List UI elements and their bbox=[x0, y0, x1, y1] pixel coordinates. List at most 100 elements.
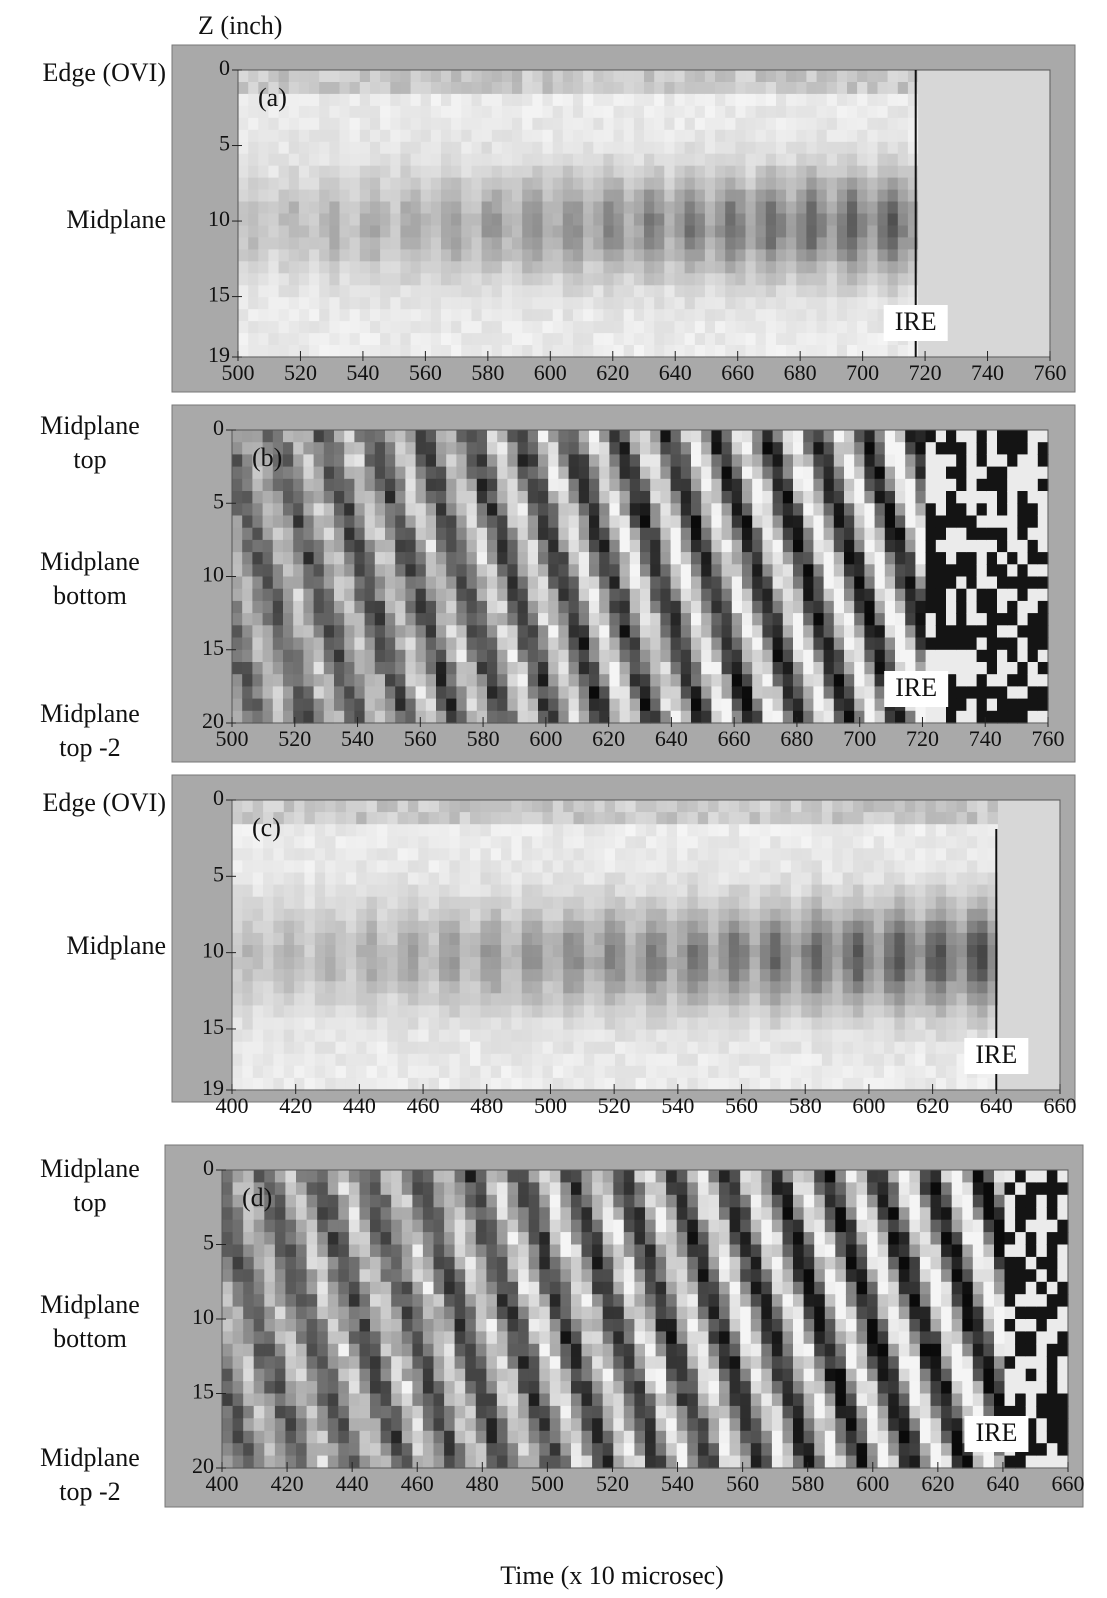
texture-cell bbox=[319, 178, 330, 191]
texture-cell bbox=[284, 897, 295, 910]
texture-cell bbox=[949, 333, 960, 346]
texture-cell bbox=[543, 94, 554, 107]
texture-cell bbox=[528, 589, 539, 602]
texture-cell bbox=[512, 82, 523, 95]
texture-cell bbox=[497, 491, 508, 504]
texture-cell bbox=[766, 297, 777, 310]
texture-cell bbox=[522, 933, 533, 946]
texture-cell bbox=[620, 699, 631, 712]
texture-cell bbox=[603, 249, 614, 262]
texture-cell bbox=[263, 625, 274, 638]
texture-cell bbox=[867, 297, 878, 310]
texture-cell bbox=[756, 142, 767, 155]
texture-cell bbox=[594, 1005, 605, 1018]
x-tick-label: 740 bbox=[969, 726, 1002, 751]
texture-cell bbox=[303, 625, 314, 638]
texture-cell bbox=[558, 577, 569, 590]
texture-cell bbox=[664, 309, 675, 322]
texture-cell bbox=[532, 273, 543, 286]
texture-cell bbox=[491, 981, 502, 994]
texture-cell bbox=[304, 860, 315, 873]
texture-cell bbox=[650, 686, 661, 699]
texture-cell bbox=[756, 178, 767, 191]
texture-cell bbox=[773, 467, 784, 480]
texture-cell bbox=[969, 70, 980, 83]
texture-cell bbox=[796, 285, 807, 298]
texture-cell bbox=[400, 309, 411, 322]
texture-cell bbox=[1040, 118, 1051, 131]
texture-cell bbox=[518, 674, 529, 687]
texture-cell bbox=[460, 1054, 471, 1067]
texture-cell bbox=[487, 577, 498, 590]
texture-cell bbox=[232, 909, 243, 922]
texture-cell bbox=[461, 321, 472, 334]
texture-cell bbox=[711, 467, 722, 480]
texture-cell bbox=[532, 345, 543, 358]
texture-cell bbox=[460, 836, 471, 849]
texture-cell bbox=[299, 333, 310, 346]
texture-cell bbox=[603, 166, 614, 179]
texture-cell bbox=[589, 442, 600, 455]
texture-cell bbox=[431, 237, 442, 250]
texture-cell bbox=[365, 454, 376, 467]
texture-cell bbox=[522, 202, 533, 215]
texture-cell bbox=[460, 1030, 471, 1043]
texture-cell bbox=[776, 273, 787, 286]
texture-cell bbox=[268, 297, 279, 310]
texture-cell bbox=[563, 297, 574, 310]
texture-cell bbox=[817, 285, 828, 298]
texture-cell bbox=[936, 467, 947, 480]
texture-cell bbox=[548, 625, 559, 638]
texture-cell bbox=[375, 577, 386, 590]
texture-cell bbox=[232, 1005, 243, 1018]
texture-cell bbox=[232, 1066, 243, 1079]
texture-cell bbox=[429, 933, 440, 946]
texture-cell bbox=[605, 1018, 616, 1031]
texture-cell bbox=[732, 528, 743, 541]
texture-cell bbox=[783, 491, 794, 504]
texture-cell bbox=[989, 249, 1000, 262]
texture-cell bbox=[460, 885, 471, 898]
texture-cell bbox=[908, 82, 919, 95]
texture-cell bbox=[482, 94, 493, 107]
texture-cell bbox=[636, 885, 647, 898]
texture-cell bbox=[1017, 674, 1028, 687]
texture-cell bbox=[467, 674, 478, 687]
texture-cell bbox=[253, 957, 264, 970]
texture-cell bbox=[354, 686, 365, 699]
texture-cell bbox=[446, 589, 457, 602]
texture-cell bbox=[563, 873, 574, 886]
texture-cell bbox=[625, 1042, 636, 1055]
texture-cell bbox=[959, 166, 970, 179]
texture-cell bbox=[418, 1054, 429, 1067]
texture-cell bbox=[461, 178, 472, 191]
texture-cell bbox=[926, 503, 937, 516]
texture-cell bbox=[979, 106, 990, 119]
texture-cell bbox=[477, 552, 488, 565]
texture-cell bbox=[336, 885, 347, 898]
texture-cell bbox=[817, 333, 828, 346]
texture-cell bbox=[949, 202, 960, 215]
texture-cell bbox=[956, 601, 967, 614]
texture-cell bbox=[615, 873, 626, 886]
texture-cell bbox=[325, 836, 336, 849]
texture-cell bbox=[824, 503, 835, 516]
texture-cell bbox=[558, 467, 569, 480]
texture-cell bbox=[232, 897, 243, 910]
texture-cell bbox=[786, 142, 797, 155]
texture-cell bbox=[472, 118, 483, 131]
texture-cell bbox=[380, 237, 391, 250]
texture-cell bbox=[864, 430, 875, 443]
texture-cell bbox=[956, 442, 967, 455]
texture-cell bbox=[1017, 552, 1028, 565]
texture-cell bbox=[385, 528, 396, 541]
texture-cell bbox=[701, 516, 712, 529]
texture-cell bbox=[446, 540, 457, 553]
texture-cell bbox=[898, 82, 909, 95]
texture-cell bbox=[380, 190, 391, 203]
texture-cell bbox=[926, 430, 937, 443]
texture-cell bbox=[441, 106, 452, 119]
texture-cell bbox=[969, 285, 980, 298]
texture-cell bbox=[878, 226, 889, 239]
texture-cell bbox=[232, 1030, 243, 1043]
